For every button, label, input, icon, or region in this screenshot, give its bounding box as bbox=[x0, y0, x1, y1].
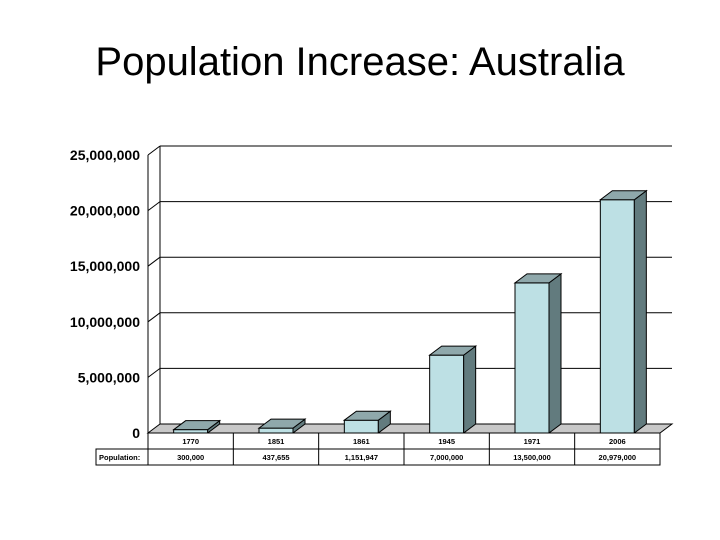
bar-side bbox=[548, 272, 562, 434]
gridline-side bbox=[147, 312, 161, 323]
category-label: 1851 bbox=[268, 437, 285, 446]
data-label: 437,655 bbox=[262, 453, 289, 462]
data-label: 13,500,000 bbox=[513, 453, 551, 462]
bar-top bbox=[342, 410, 392, 421]
bar-front bbox=[429, 354, 465, 434]
bar-front bbox=[258, 427, 294, 434]
gridline-side bbox=[147, 201, 161, 212]
table-value-row bbox=[95, 448, 661, 466]
bar-top bbox=[428, 345, 478, 356]
bar-side bbox=[633, 189, 647, 434]
data-label: 7,000,000 bbox=[430, 453, 463, 462]
gridline-side bbox=[147, 367, 161, 378]
chart-title: Population Increase: Australia bbox=[95, 40, 625, 84]
y-tick-label: 5,000,000 bbox=[78, 369, 140, 385]
category-label: 1861 bbox=[353, 437, 370, 446]
data-label: 300,000 bbox=[177, 453, 204, 462]
bar-top bbox=[598, 190, 648, 201]
gridline-side bbox=[147, 256, 161, 267]
bar-side bbox=[463, 345, 477, 434]
y-tick-label: 15,000,000 bbox=[70, 258, 140, 274]
category-label: 1770 bbox=[182, 437, 199, 446]
category-label: 2006 bbox=[609, 437, 626, 446]
table-row-label: Population: bbox=[99, 453, 140, 462]
bar-front bbox=[173, 429, 209, 434]
y-tick-label: 20,000,000 bbox=[70, 203, 140, 219]
bar-front bbox=[343, 419, 379, 434]
bar-front bbox=[599, 199, 635, 434]
category-label: 1945 bbox=[438, 437, 455, 446]
data-label: 1,151,947 bbox=[345, 453, 378, 462]
y-tick-label: 25,000,000 bbox=[70, 147, 140, 163]
gridline-side bbox=[147, 145, 161, 156]
y-tick-label: 10,000,000 bbox=[70, 314, 140, 330]
category-label: 1971 bbox=[524, 437, 541, 446]
y-tick-label: 0 bbox=[132, 425, 140, 441]
bar-front bbox=[514, 282, 550, 434]
chart-floor bbox=[146, 423, 674, 434]
bar-top bbox=[257, 418, 307, 429]
bar-top bbox=[172, 420, 222, 431]
bar-top bbox=[513, 273, 563, 284]
data-label: 20,979,000 bbox=[599, 453, 637, 462]
